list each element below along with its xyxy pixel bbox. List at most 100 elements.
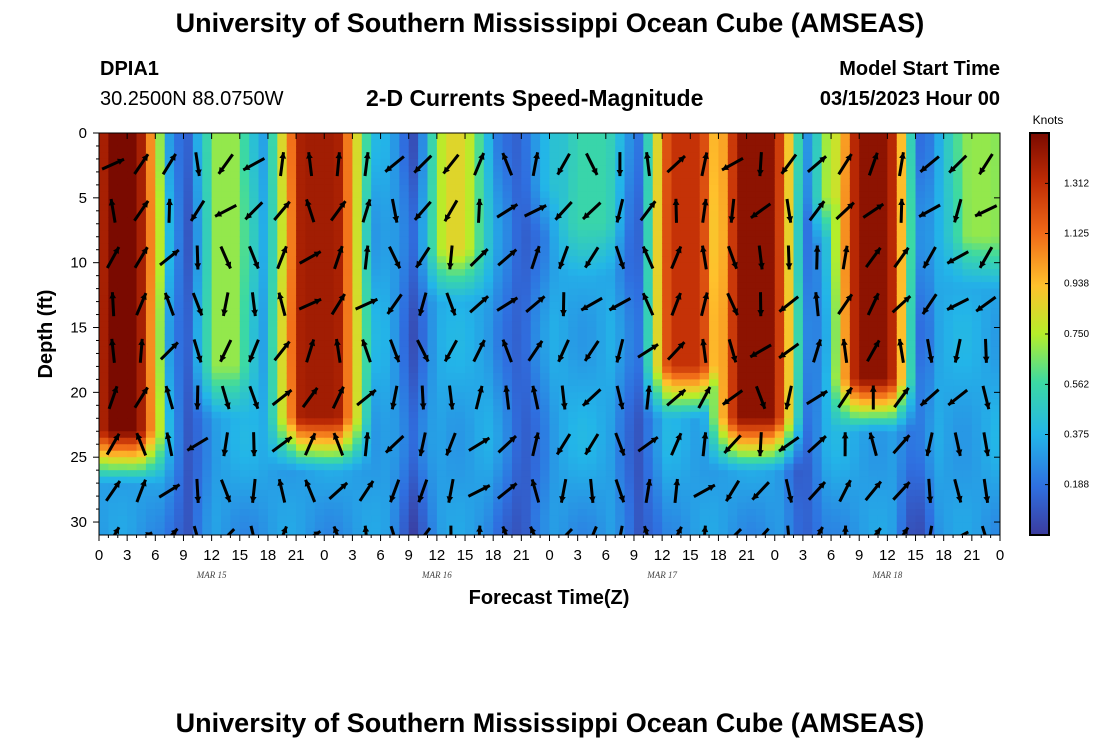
heat-cell — [652, 184, 663, 192]
heat-cell — [371, 366, 382, 374]
heat-cell — [436, 249, 447, 257]
heat-cell — [502, 210, 513, 218]
heat-cell — [568, 340, 579, 348]
heat-cell — [652, 450, 663, 458]
heat-cell — [277, 340, 288, 348]
heat-cell — [746, 528, 757, 535]
heat-cell — [709, 334, 720, 342]
heat-cell — [474, 476, 485, 484]
heat-cell — [568, 223, 579, 231]
heat-cell — [455, 528, 466, 535]
heat-cell — [784, 133, 795, 141]
model-start-label: Model Start Time — [839, 58, 1000, 80]
heat-cell — [305, 217, 316, 225]
heat-cell — [840, 321, 851, 329]
heat-cell — [849, 210, 860, 218]
heat-cell — [192, 509, 203, 517]
heat-cell — [596, 197, 607, 205]
heat-cell — [352, 346, 363, 355]
heat-cell — [145, 210, 156, 218]
heat-cell — [615, 522, 626, 530]
heat-cell — [690, 502, 701, 510]
heat-cell — [633, 522, 644, 530]
heat-cell — [333, 191, 344, 199]
heat-cell — [446, 470, 457, 478]
heat-cell — [680, 139, 691, 147]
heat-cell — [474, 353, 485, 361]
heat-cell — [117, 223, 128, 231]
heat-cell — [587, 139, 598, 147]
heat-cell — [455, 158, 466, 167]
heat-cell — [511, 275, 522, 283]
heat-cell — [727, 152, 738, 160]
heat-cell — [324, 385, 335, 393]
heat-cell — [408, 411, 419, 419]
heat-cell — [549, 346, 560, 355]
heat-cell — [211, 437, 222, 445]
heat-cell — [802, 223, 813, 231]
heat-cell — [267, 269, 278, 277]
heat-cell — [380, 450, 391, 458]
heat-cell — [446, 197, 457, 205]
heat-cell — [624, 217, 635, 225]
heat-cell — [483, 528, 494, 535]
heat-cell — [849, 191, 860, 199]
heat-cell — [765, 236, 776, 244]
heat-cell — [174, 411, 185, 419]
heat-cell — [718, 288, 729, 296]
heat-cell — [324, 334, 335, 342]
heat-cell — [502, 314, 513, 322]
heat-cell — [352, 502, 363, 510]
heat-cell — [530, 204, 541, 212]
heat-cell — [446, 334, 457, 342]
heat-cell — [145, 463, 156, 471]
heat-cell — [239, 236, 250, 244]
heat-cell — [605, 346, 616, 355]
heat-cell — [568, 411, 579, 419]
heat-cell — [258, 418, 269, 426]
heat-cell — [709, 418, 720, 426]
heat-cell — [596, 282, 607, 290]
heat-cell — [352, 184, 363, 192]
heat-cell — [671, 288, 682, 296]
heat-cell — [840, 204, 851, 212]
heat-cell — [202, 210, 213, 218]
heat-cell — [389, 366, 400, 374]
heat-cell — [117, 262, 128, 270]
heat-cell — [774, 243, 785, 251]
heat-cell — [765, 450, 776, 458]
heat-cell — [99, 269, 109, 277]
heat-cell — [343, 437, 354, 445]
heat-cell — [183, 372, 194, 380]
heat-cell — [361, 275, 372, 283]
heat-cell — [436, 385, 447, 393]
heat-cell — [793, 509, 804, 517]
heat-cell — [737, 496, 748, 504]
heat-cell — [793, 470, 804, 478]
heat-cell — [465, 171, 476, 179]
heat-cell — [436, 301, 447, 309]
heat-cell — [361, 496, 372, 504]
heat-cell — [258, 217, 269, 225]
heat-cell — [108, 269, 119, 277]
heat-cell — [361, 411, 372, 419]
heat-cell — [530, 269, 541, 277]
heat-cell — [774, 398, 785, 406]
heat-cell — [418, 528, 429, 535]
heat-cell — [718, 359, 729, 368]
heat-cell — [802, 437, 813, 445]
heat-cell — [427, 334, 438, 342]
heat-cell — [408, 457, 419, 465]
heat-cell — [249, 463, 260, 471]
heat-cell — [577, 424, 588, 432]
heat-cell — [371, 249, 382, 257]
heat-cell — [558, 515, 569, 523]
heat-cell — [117, 236, 128, 244]
heat-cell — [652, 178, 663, 186]
heat-cell — [577, 450, 588, 458]
heat-cell — [662, 197, 673, 205]
heat-cell — [624, 450, 635, 458]
heat-cell — [211, 502, 222, 510]
heat-cell — [746, 444, 757, 452]
heat-cell — [446, 359, 457, 368]
